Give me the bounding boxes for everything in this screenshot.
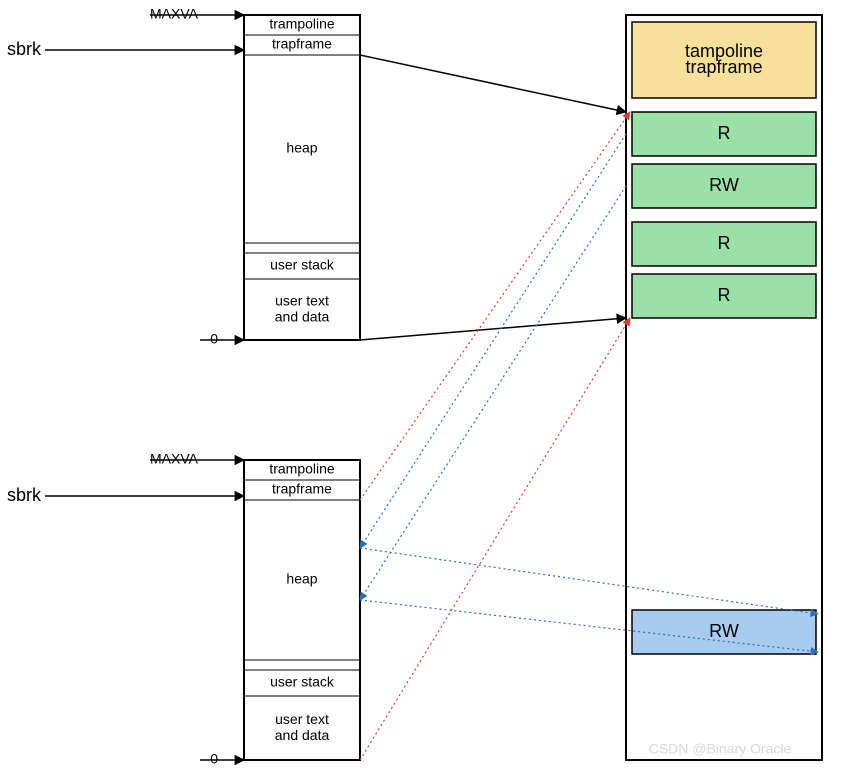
pointer: 0 [200,331,244,347]
segment-label: heap [286,571,317,587]
pointer-label: 0 [210,331,218,347]
segment-label: trampoline [269,461,335,477]
segment-label: user textand data [275,711,330,743]
pointer-label: 0 [210,751,218,767]
pointer: sbrk [7,39,244,59]
pointer-label: sbrk [7,39,42,59]
va-column-2: trampoline trapframe heap user stack user te… [244,460,360,760]
pointer: sbrk [7,485,244,505]
phys-block-label: R [718,123,731,143]
phys-block-label: R [718,233,731,253]
watermark: CSDN @Binary Oracle [649,741,792,757]
map-line-red [360,112,630,500]
pointer-label: MAXVA [150,6,199,22]
phys-column: tampolinetrapframe R RW R R RW [626,15,822,760]
pointer-label: sbrk [7,485,42,505]
pointer: 0 [200,751,244,767]
pointer-label: MAXVA [150,451,199,467]
segment-label: user stack [270,674,335,690]
map-line-solid [360,55,626,112]
phys-block-label: R [718,285,731,305]
phys-block-label: tampolinetrapframe [685,41,763,77]
map-line-blue [360,186,626,600]
map-line-red [360,318,630,760]
segment-label: trampoline [269,16,335,32]
pointer: MAXVA [150,451,244,467]
phys-block-label: RW [709,621,739,641]
map-line-blue [360,134,626,548]
va-column-1: trampoline trapframe heap user stack user te… [244,15,360,340]
segment-label: trapframe [272,481,332,497]
segment-label: user textand data [275,292,330,324]
map-line-blue [360,548,818,614]
segment-label: heap [286,140,317,156]
segment-label: trapframe [272,36,332,52]
map-line-solid [360,318,626,340]
segment-label: user stack [270,257,335,273]
phys-block-label: RW [709,175,739,195]
pointer: MAXVA [150,6,244,22]
